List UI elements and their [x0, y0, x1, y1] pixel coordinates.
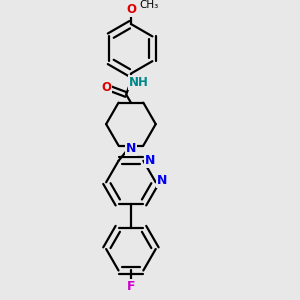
Text: CH₃: CH₃ — [140, 0, 159, 10]
Text: F: F — [127, 280, 135, 293]
Text: O: O — [101, 81, 111, 94]
Text: N: N — [157, 174, 168, 187]
Text: NH: NH — [129, 76, 148, 89]
Text: N: N — [145, 154, 155, 167]
Text: O: O — [126, 3, 136, 16]
Text: N: N — [126, 142, 136, 155]
